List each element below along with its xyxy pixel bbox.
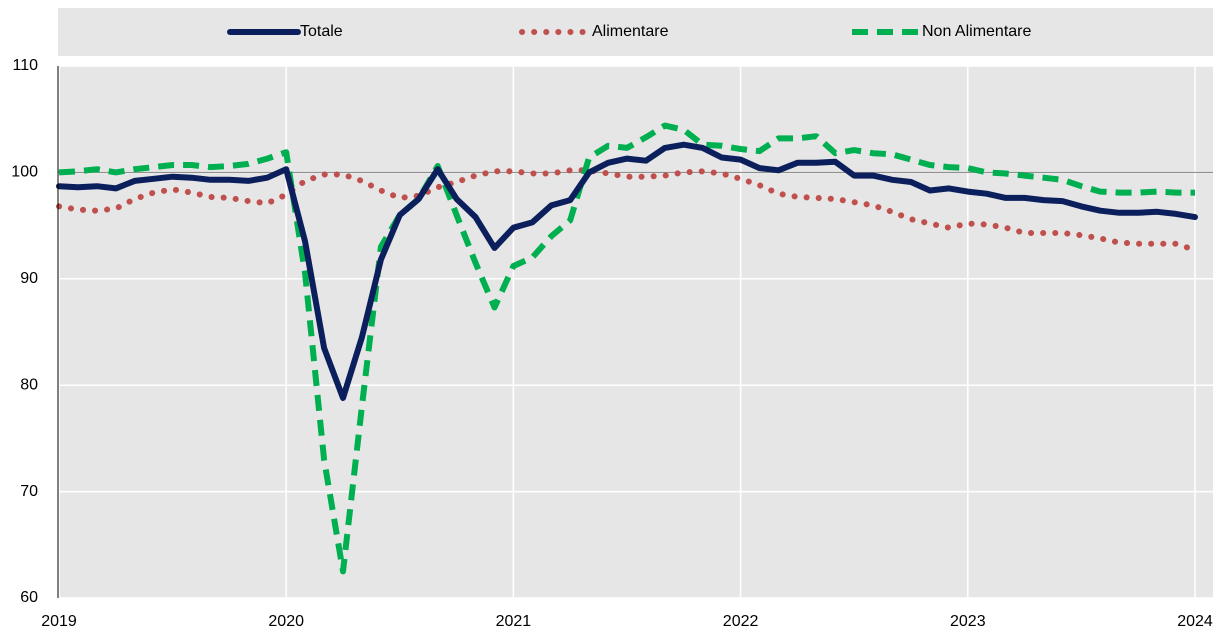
series-line	[56, 167, 1198, 254]
y-tick-label: 110	[12, 57, 38, 74]
series-line	[58, 122, 1195, 575]
legend-label: Non Alimentare	[922, 23, 1031, 40]
y-tick-label: 80	[20, 376, 38, 393]
x-tick-label: 2021	[496, 613, 532, 630]
x-tick-label: 2023	[950, 613, 986, 630]
y-tick-label: 70	[20, 483, 38, 500]
plot-background	[58, 66, 1213, 598]
y-tick-label: 90	[20, 270, 38, 287]
x-tick-label: 2020	[268, 613, 304, 630]
lines	[56, 122, 1198, 575]
legend-label: Totale	[300, 23, 343, 40]
x-tick-label: 2022	[723, 613, 759, 630]
y-tick-label: 60	[20, 589, 38, 606]
x-tick-label: 2019	[41, 613, 77, 630]
legend-label: Alimentare	[592, 23, 669, 40]
y-tick-label: 100	[11, 164, 38, 181]
x-tick-label: 2024	[1177, 613, 1213, 630]
series-line	[56, 141, 1198, 401]
